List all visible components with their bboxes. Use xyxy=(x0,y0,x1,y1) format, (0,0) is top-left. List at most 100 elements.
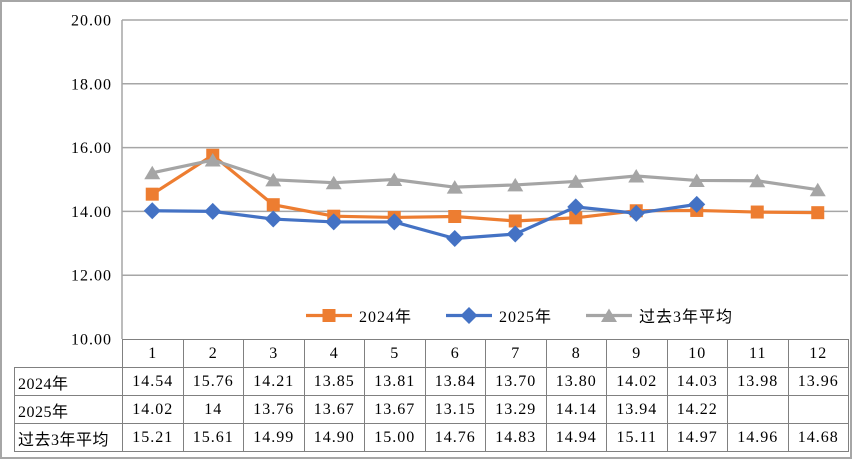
legend-diamond-marker-icon xyxy=(446,306,493,324)
table-row-0: 2024年 14.54 15.76 14.21 13.85 13.81 13.84 13.70… xyxy=(14,367,849,396)
data-point-2-3 xyxy=(325,175,342,190)
data-point-1-8 xyxy=(627,204,645,222)
data-point-1-5 xyxy=(446,230,464,248)
data-point-0-10 xyxy=(750,205,764,219)
month-header-12: 12 xyxy=(787,339,849,368)
table-cell-2-10: 14.97 xyxy=(666,423,728,452)
chart-legend: 2024年 2025年 过去3年平均 xyxy=(306,303,733,327)
series-line-0 xyxy=(151,153,818,223)
row-label-2: 过去3年平均 xyxy=(14,423,123,452)
month-header-6: 6 xyxy=(424,339,486,368)
table-cell-0-9: 14.02 xyxy=(606,367,668,396)
legend-label-2025: 2025年 xyxy=(499,309,553,326)
table-cell-1-12 xyxy=(787,395,849,424)
table-cell-1-10: 14.22 xyxy=(666,395,728,424)
legend-item-2024: 2024年 xyxy=(306,303,412,327)
y-tick-label-12: 12.00 xyxy=(71,268,112,285)
data-point-0-0 xyxy=(145,187,159,201)
data-point-1-4 xyxy=(385,213,403,231)
data-point-0-7 xyxy=(569,211,583,225)
table-cell-1-7: 13.29 xyxy=(485,395,547,424)
data-point-1-2 xyxy=(264,210,282,228)
x-axis-header-row: 1 2 3 4 5 6 7 8 9 10 11 12 xyxy=(15,339,849,368)
table-cell-1-9: 13.94 xyxy=(606,395,668,424)
month-header-8: 8 xyxy=(545,339,607,368)
table-cell-1-5: 13.67 xyxy=(364,395,426,424)
table-cell-0-3: 14.21 xyxy=(243,367,305,396)
table-cell-0-12: 13.96 xyxy=(787,367,849,396)
table-cell-0-11: 13.98 xyxy=(727,367,789,396)
month-header-9: 9 xyxy=(606,339,668,368)
y-tick-label-18: 18.00 xyxy=(71,76,112,93)
data-point-2-7 xyxy=(567,174,584,188)
table-cell-1-8: 14.14 xyxy=(545,395,607,424)
series-line-1 xyxy=(152,202,697,241)
data-point-1-7 xyxy=(567,198,585,216)
data-point-1-6 xyxy=(506,225,524,243)
data-point-0-11 xyxy=(811,206,825,220)
data-point-2-8 xyxy=(628,168,645,183)
data-point-2-11 xyxy=(809,182,826,197)
legend-label-avg: 过去3年平均 xyxy=(639,309,734,326)
table-cell-2-5: 15.00 xyxy=(364,423,426,452)
month-header-7: 7 xyxy=(485,339,547,368)
line-chart-plot: 10.00 12.00 14.00 16.00 18.00 20.00 xyxy=(71,13,848,349)
data-point-2-2 xyxy=(265,172,282,187)
data-table: 1 2 3 4 5 6 7 8 9 10 11 12 2024年 14.54 15.76 14.21 13.85… xyxy=(14,339,849,452)
table-cell-1-4: 13.67 xyxy=(303,395,365,424)
table-cell-0-7: 13.70 xyxy=(485,367,547,396)
table-cell-1-11 xyxy=(727,395,789,424)
data-point-2-0 xyxy=(144,165,161,180)
table-cell-0-10: 14.03 xyxy=(666,367,728,396)
table-cell-0-8: 13.80 xyxy=(545,367,607,396)
legend-item-avg: 过去3年平均 xyxy=(586,303,733,327)
month-header-10: 10 xyxy=(666,339,728,368)
table-corner-cell xyxy=(15,340,123,368)
table-row-1: 2025年 14.02 14 13.76 13.67 13.67 13.15 13.29 14.… xyxy=(14,395,849,424)
table-cell-2-2: 15.61 xyxy=(182,423,244,452)
data-point-2-5 xyxy=(446,180,463,194)
data-point-0-6 xyxy=(508,214,522,228)
table-cell-2-12: 14.68 xyxy=(787,423,849,452)
data-point-1-1 xyxy=(204,202,222,220)
data-point-2-10 xyxy=(749,173,766,188)
legend-marker-shape xyxy=(460,306,478,324)
y-tick-label-14: 14.00 xyxy=(71,204,112,221)
month-header-3: 3 xyxy=(243,339,305,368)
data-point-1-0 xyxy=(143,202,161,220)
table-cell-0-6: 13.84 xyxy=(424,367,486,396)
data-point-1-3 xyxy=(325,213,343,231)
month-header-11: 11 xyxy=(727,339,789,368)
table-cell-2-11: 14.96 xyxy=(727,423,789,452)
data-point-1-9 xyxy=(688,195,706,213)
month-header-2: 2 xyxy=(182,339,244,368)
legend-marker-shape xyxy=(322,308,336,322)
row-label-0: 2024年 xyxy=(14,367,123,396)
table-cell-2-9: 15.11 xyxy=(606,423,668,452)
data-point-0-5 xyxy=(448,210,462,224)
y-tick-label-10: 10.00 xyxy=(71,332,112,349)
y-tick-label-20: 20.00 xyxy=(71,13,112,30)
table-cell-2-3: 14.99 xyxy=(243,423,305,452)
data-point-2-6 xyxy=(507,177,524,192)
data-point-2-9 xyxy=(688,173,705,187)
table-cell-0-2: 15.76 xyxy=(182,367,244,396)
table-cell-2-7: 14.83 xyxy=(485,423,547,452)
table-cell-1-1: 14.02 xyxy=(122,395,184,424)
table-cell-2-4: 14.90 xyxy=(303,423,365,452)
table-row-2: 过去3年平均 15.21 15.61 14.99 14.90 15.00 14.76 14.8… xyxy=(14,423,849,452)
table-cell-2-6: 14.76 xyxy=(424,423,486,452)
series-line-2 xyxy=(151,158,818,192)
month-header-1: 1 xyxy=(122,339,184,368)
table-cell-1-6: 13.15 xyxy=(424,395,486,424)
table-cell-0-4: 13.85 xyxy=(303,367,365,396)
table-cell-0-5: 13.81 xyxy=(364,367,426,396)
month-header-5: 5 xyxy=(364,339,426,368)
y-tick-label-16: 16.00 xyxy=(71,140,112,157)
legend-label-2024: 2024年 xyxy=(359,309,413,326)
legend-triangle-marker-icon xyxy=(586,308,633,322)
data-point-2-4 xyxy=(386,172,403,186)
data-point-2-1 xyxy=(204,153,221,167)
table-cell-0-1: 14.54 xyxy=(122,367,184,396)
